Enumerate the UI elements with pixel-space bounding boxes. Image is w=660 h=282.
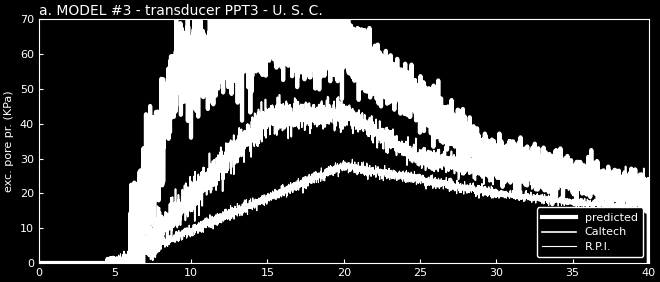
Legend: predicted, Caltech, R.P.I.: predicted, Caltech, R.P.I. [537, 208, 644, 257]
Y-axis label: exc. pore pr. (KPa): exc. pore pr. (KPa) [4, 90, 14, 192]
Text: a. MODEL #3 - transducer PPT3 - U. S. C.: a. MODEL #3 - transducer PPT3 - U. S. C. [39, 4, 323, 18]
